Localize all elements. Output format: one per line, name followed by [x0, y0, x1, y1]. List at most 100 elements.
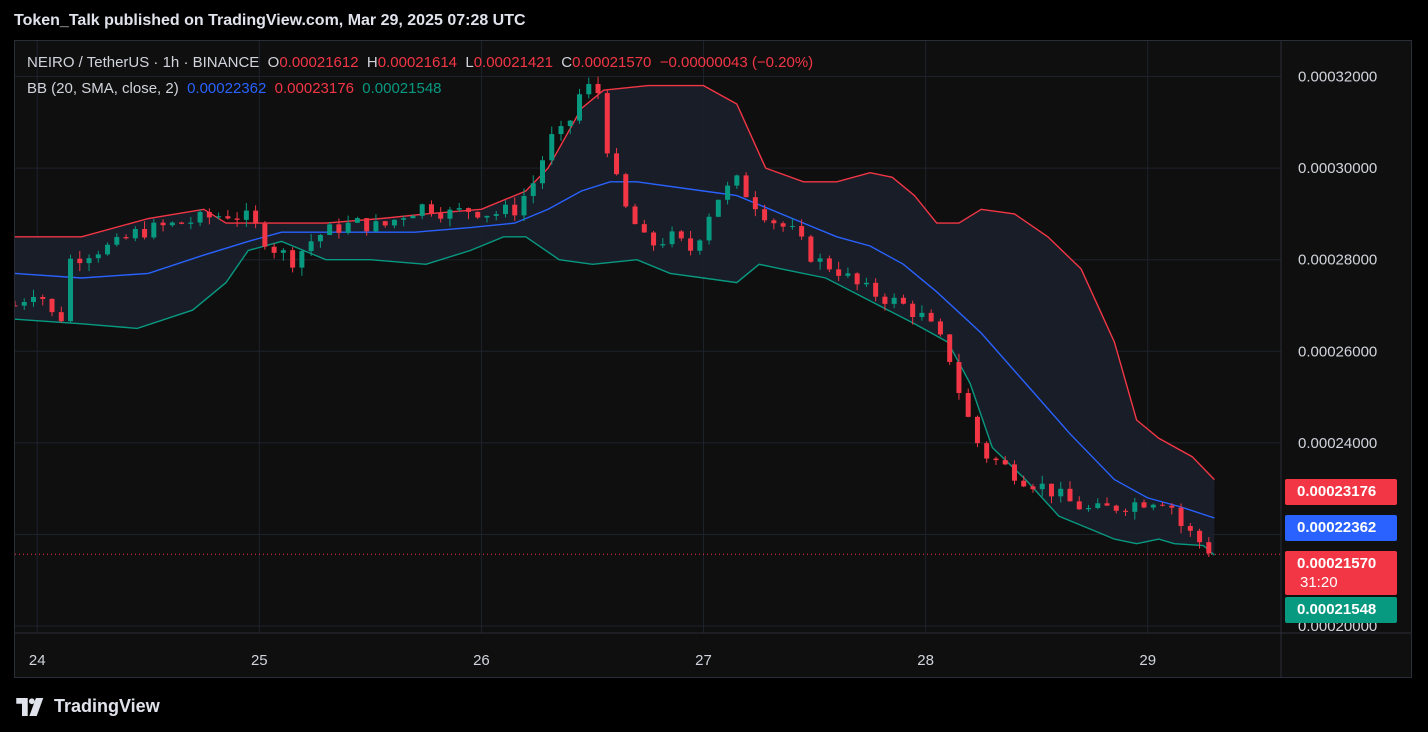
candle-body: [854, 273, 860, 285]
candle-body: [271, 246, 277, 253]
candle-body: [993, 458, 999, 461]
x-tick-label: 27: [695, 652, 712, 669]
candle-body: [317, 235, 323, 242]
candle-body: [937, 321, 943, 335]
candle-body: [873, 282, 879, 297]
candle-body: [863, 282, 869, 285]
candle-body: [715, 199, 721, 217]
candle-body: [21, 301, 27, 306]
candle-body: [595, 84, 601, 94]
candle-body: [1021, 480, 1027, 487]
change-value: −0.00000043 (−0.20%): [659, 54, 814, 71]
candle-body: [688, 238, 694, 251]
candle-body: [419, 204, 425, 216]
candle-body: [373, 221, 379, 232]
candle-body: [428, 204, 434, 214]
candle-body: [651, 232, 657, 246]
price-chart[interactable]: 0.00032000 0.00030000 0.00028000 0.00026000…: [15, 41, 1411, 677]
bb-lower-line: [15, 236, 1215, 556]
y-tick-label: 0.00030000: [1298, 160, 1377, 177]
candle-body: [142, 228, 148, 238]
candle-body: [586, 84, 592, 95]
candle-body: [160, 222, 166, 226]
last-price-value: 0.00021570: [1297, 555, 1377, 572]
candle-body: [206, 211, 212, 218]
candle-body: [410, 215, 416, 219]
bb-legend: BB (20, SMA, close, 2) 0.00022362 0.0002…: [27, 80, 442, 97]
candle-body: [86, 258, 92, 264]
candle-body: [947, 334, 953, 362]
candle-body: [1039, 483, 1045, 490]
candle-body: [123, 237, 129, 239]
candle-body: [1206, 542, 1212, 554]
low-value: 0.00021421: [473, 54, 553, 71]
y-tick-label: 0.00024000: [1298, 435, 1377, 452]
y-tick-label: 0.00032000: [1298, 68, 1377, 85]
candle-body: [669, 231, 675, 245]
candle-body: [456, 208, 462, 210]
candle-body: [502, 204, 508, 215]
candle-body: [928, 312, 934, 322]
candle-body: [243, 210, 249, 220]
candle-body: [364, 218, 370, 232]
candle-body: [789, 226, 795, 228]
brand-name: TradingView: [54, 696, 160, 716]
candle-body: [216, 216, 222, 218]
ohlc-legend: NEIRO / TetherUS · 1h · BINANCE O0.00021…: [27, 54, 813, 71]
tradingview-logo-icon: [16, 697, 44, 716]
candle-body: [475, 211, 481, 218]
bb-basis-value: 0.00022362: [187, 80, 267, 97]
candle-body: [345, 222, 351, 233]
bb-upper-line: [15, 84, 1215, 481]
candle-body: [974, 416, 980, 444]
last-price-tag: 0.00021570 31:20: [1285, 551, 1397, 595]
candle-body: [401, 218, 407, 220]
candle-body: [549, 134, 555, 161]
candle-body: [1067, 488, 1073, 502]
candle-body: [1011, 464, 1017, 481]
candle-body: [734, 175, 740, 186]
candle-body: [290, 250, 296, 268]
candle-body: [493, 214, 499, 216]
candle-body: [336, 224, 342, 233]
bb-lower-value: 0.00021548: [362, 80, 442, 97]
candle-body: [762, 209, 768, 221]
bar-countdown: 31:20: [1300, 574, 1338, 591]
bb-upper-value: 0.00023176: [274, 80, 354, 97]
candle-body: [1076, 501, 1082, 510]
candle-body: [558, 126, 564, 135]
candle-body: [382, 221, 388, 226]
candle-body: [1123, 510, 1129, 512]
candle-body: [95, 254, 101, 259]
candle-body: [845, 273, 851, 276]
candle-body: [965, 393, 971, 417]
candle-body: [299, 251, 305, 268]
candle-body: [15, 305, 18, 307]
candle-body: [1178, 507, 1184, 527]
candle-body: [49, 298, 55, 313]
bb-basis-price-tag: 0.00022362: [1285, 515, 1397, 541]
candle-body: [984, 443, 990, 459]
candle-body: [197, 211, 203, 223]
y-tick-label: 0.00026000: [1298, 343, 1377, 360]
candle-body: [919, 312, 925, 317]
candle-body: [105, 244, 111, 255]
candle-body: [1160, 504, 1166, 506]
candle-body: [826, 258, 832, 270]
candle-body: [780, 223, 786, 227]
candle-body: [58, 312, 64, 322]
candle-body: [280, 250, 286, 253]
candle-body: [1187, 526, 1193, 531]
candle-body: [577, 94, 583, 121]
x-tick-label: 25: [251, 652, 268, 669]
candle-body: [1141, 502, 1147, 508]
candle-body: [188, 222, 194, 224]
candle-body: [31, 296, 37, 302]
high-label: H: [366, 54, 378, 71]
chart-panel[interactable]: 0.00032000 0.00030000 0.00028000 0.00026000…: [14, 40, 1412, 678]
candle-body: [77, 258, 83, 264]
candle-body: [752, 197, 758, 210]
candle-body: [632, 206, 638, 225]
footer-brand[interactable]: TradingView: [16, 696, 160, 717]
publication-header: Token_Talk published on TradingView.com,…: [14, 12, 526, 29]
